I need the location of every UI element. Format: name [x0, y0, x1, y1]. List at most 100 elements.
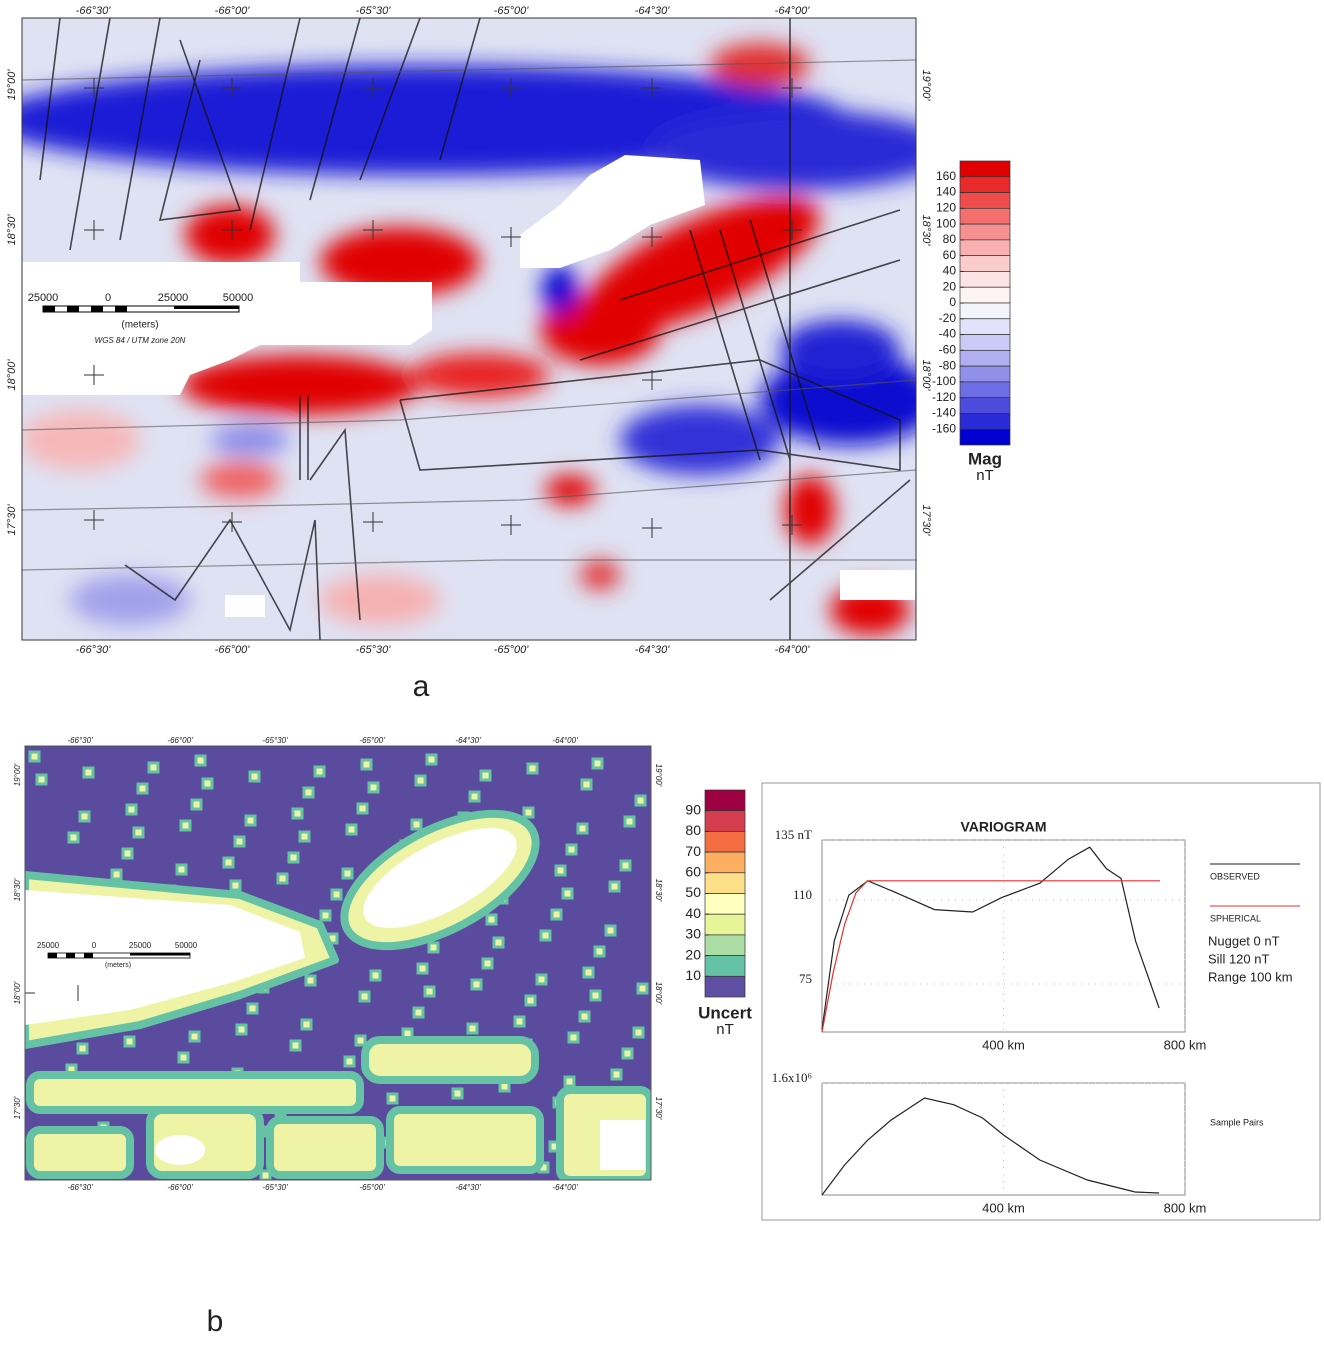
colorbar-label: 20	[943, 279, 957, 293]
speckle	[425, 987, 434, 996]
lat-label: 18°30'	[6, 214, 18, 246]
speckle	[192, 800, 201, 809]
lon-label: -64°00'	[775, 5, 811, 17]
colorbar-box	[960, 398, 1010, 414]
colorbar-label: 160	[936, 169, 956, 183]
speckle	[78, 1044, 87, 1053]
y-tick-label: 75	[799, 971, 812, 986]
colorbar-label: -20	[939, 311, 957, 325]
colorbar-label: 10	[685, 967, 701, 983]
speckle	[418, 964, 427, 973]
lat-label: 19°00'	[13, 763, 22, 786]
colorbar-box	[705, 873, 745, 894]
speckle	[416, 776, 425, 785]
speckle	[483, 959, 492, 968]
speckle	[524, 808, 533, 817]
speckle	[248, 1004, 257, 1013]
legend-label: SPHERICAL	[1210, 913, 1261, 923]
speckle	[84, 768, 93, 777]
colorbar-label: 20	[685, 946, 701, 962]
lon-label: -66°30'	[76, 644, 112, 656]
colorbar-box	[705, 894, 745, 915]
colorbar-label: -80	[939, 358, 957, 372]
lon-label: -64°00'	[775, 644, 811, 656]
colorbar-box	[960, 429, 1010, 445]
speckle	[638, 984, 647, 993]
speckle	[278, 874, 287, 883]
colorbar-box	[960, 224, 1010, 240]
speckle	[347, 825, 356, 834]
colorbar-box	[960, 303, 1010, 319]
speckle	[181, 821, 190, 830]
colorbar-label: 40	[685, 905, 701, 921]
speckle	[177, 865, 186, 874]
speckle	[224, 858, 233, 867]
speckle	[302, 1020, 311, 1029]
colorbar-box	[705, 811, 745, 832]
speckle	[123, 849, 132, 858]
colorbar-box	[960, 177, 1010, 193]
lon-label: -65°30'	[356, 5, 392, 17]
colorbar-label: -60	[939, 343, 957, 357]
colorbar-box	[960, 382, 1010, 398]
speckle	[369, 783, 378, 792]
y-tick-label: 1.6x10⁶	[772, 1070, 812, 1085]
colorbar-label: -140	[932, 406, 956, 420]
colorbar-label: 80	[685, 822, 701, 838]
speckle	[134, 828, 143, 837]
lon-label: -64°30'	[455, 1183, 481, 1192]
annotation: Nugget 0 nT	[1208, 933, 1280, 948]
colorbar-label: 90	[685, 801, 701, 817]
variogram-panel	[762, 783, 1320, 1220]
speckle	[606, 926, 615, 935]
speckle	[358, 804, 367, 813]
colorbar-label: 0	[949, 295, 956, 309]
lat-label: 18°00'	[13, 981, 22, 1004]
colorbar-box	[705, 914, 745, 935]
speckle	[595, 947, 604, 956]
speckle	[235, 837, 244, 846]
colorbar-box	[705, 790, 745, 811]
lat-label: 19°00'	[654, 764, 663, 787]
speckle	[196, 756, 205, 765]
colorbar-box	[960, 256, 1010, 272]
panel-label: b	[207, 1305, 224, 1338]
scale-label: 25000	[28, 292, 59, 304]
colorbar-box	[705, 852, 745, 873]
panel-label: a	[413, 670, 430, 703]
colorbar-title: Uncert	[698, 1003, 752, 1022]
speckle	[246, 816, 255, 825]
speckle	[412, 820, 421, 829]
figure: -66°30'-66°30'-66°00'-66°00'-65°30'-65°3…	[0, 0, 1324, 1341]
colorbar-label: 40	[943, 264, 957, 278]
lat-label: 18°00'	[6, 359, 18, 391]
scale-label: 25000	[37, 941, 60, 950]
speckle	[356, 1036, 365, 1045]
lat-label: 17°30'	[654, 1097, 663, 1120]
colorbar-box	[960, 193, 1010, 209]
speckle	[360, 992, 369, 1001]
speckle	[515, 1017, 524, 1026]
scale-label: 50000	[175, 941, 198, 950]
colorbar-label: 60	[943, 248, 957, 262]
speckle	[582, 780, 591, 789]
colorbar-label: 30	[685, 926, 701, 942]
scale-bar-a	[43, 306, 239, 312]
speckle	[556, 866, 565, 875]
colorbar-label: -40	[939, 327, 957, 341]
speckle	[563, 889, 572, 898]
colorbar-label: 100	[936, 216, 956, 230]
lon-label: -66°30'	[67, 1183, 93, 1192]
speckle	[593, 759, 602, 768]
speckle	[621, 861, 630, 870]
speckle	[591, 991, 600, 1000]
speckle	[291, 1041, 300, 1050]
speckle	[125, 1037, 134, 1046]
speckle	[494, 938, 503, 947]
annotation: Range 100 km	[1208, 969, 1293, 984]
scale-label: 25000	[129, 941, 152, 950]
speckle	[625, 817, 634, 826]
speckle	[304, 788, 313, 797]
colorbar-box	[705, 976, 745, 997]
speckle	[580, 1012, 589, 1021]
